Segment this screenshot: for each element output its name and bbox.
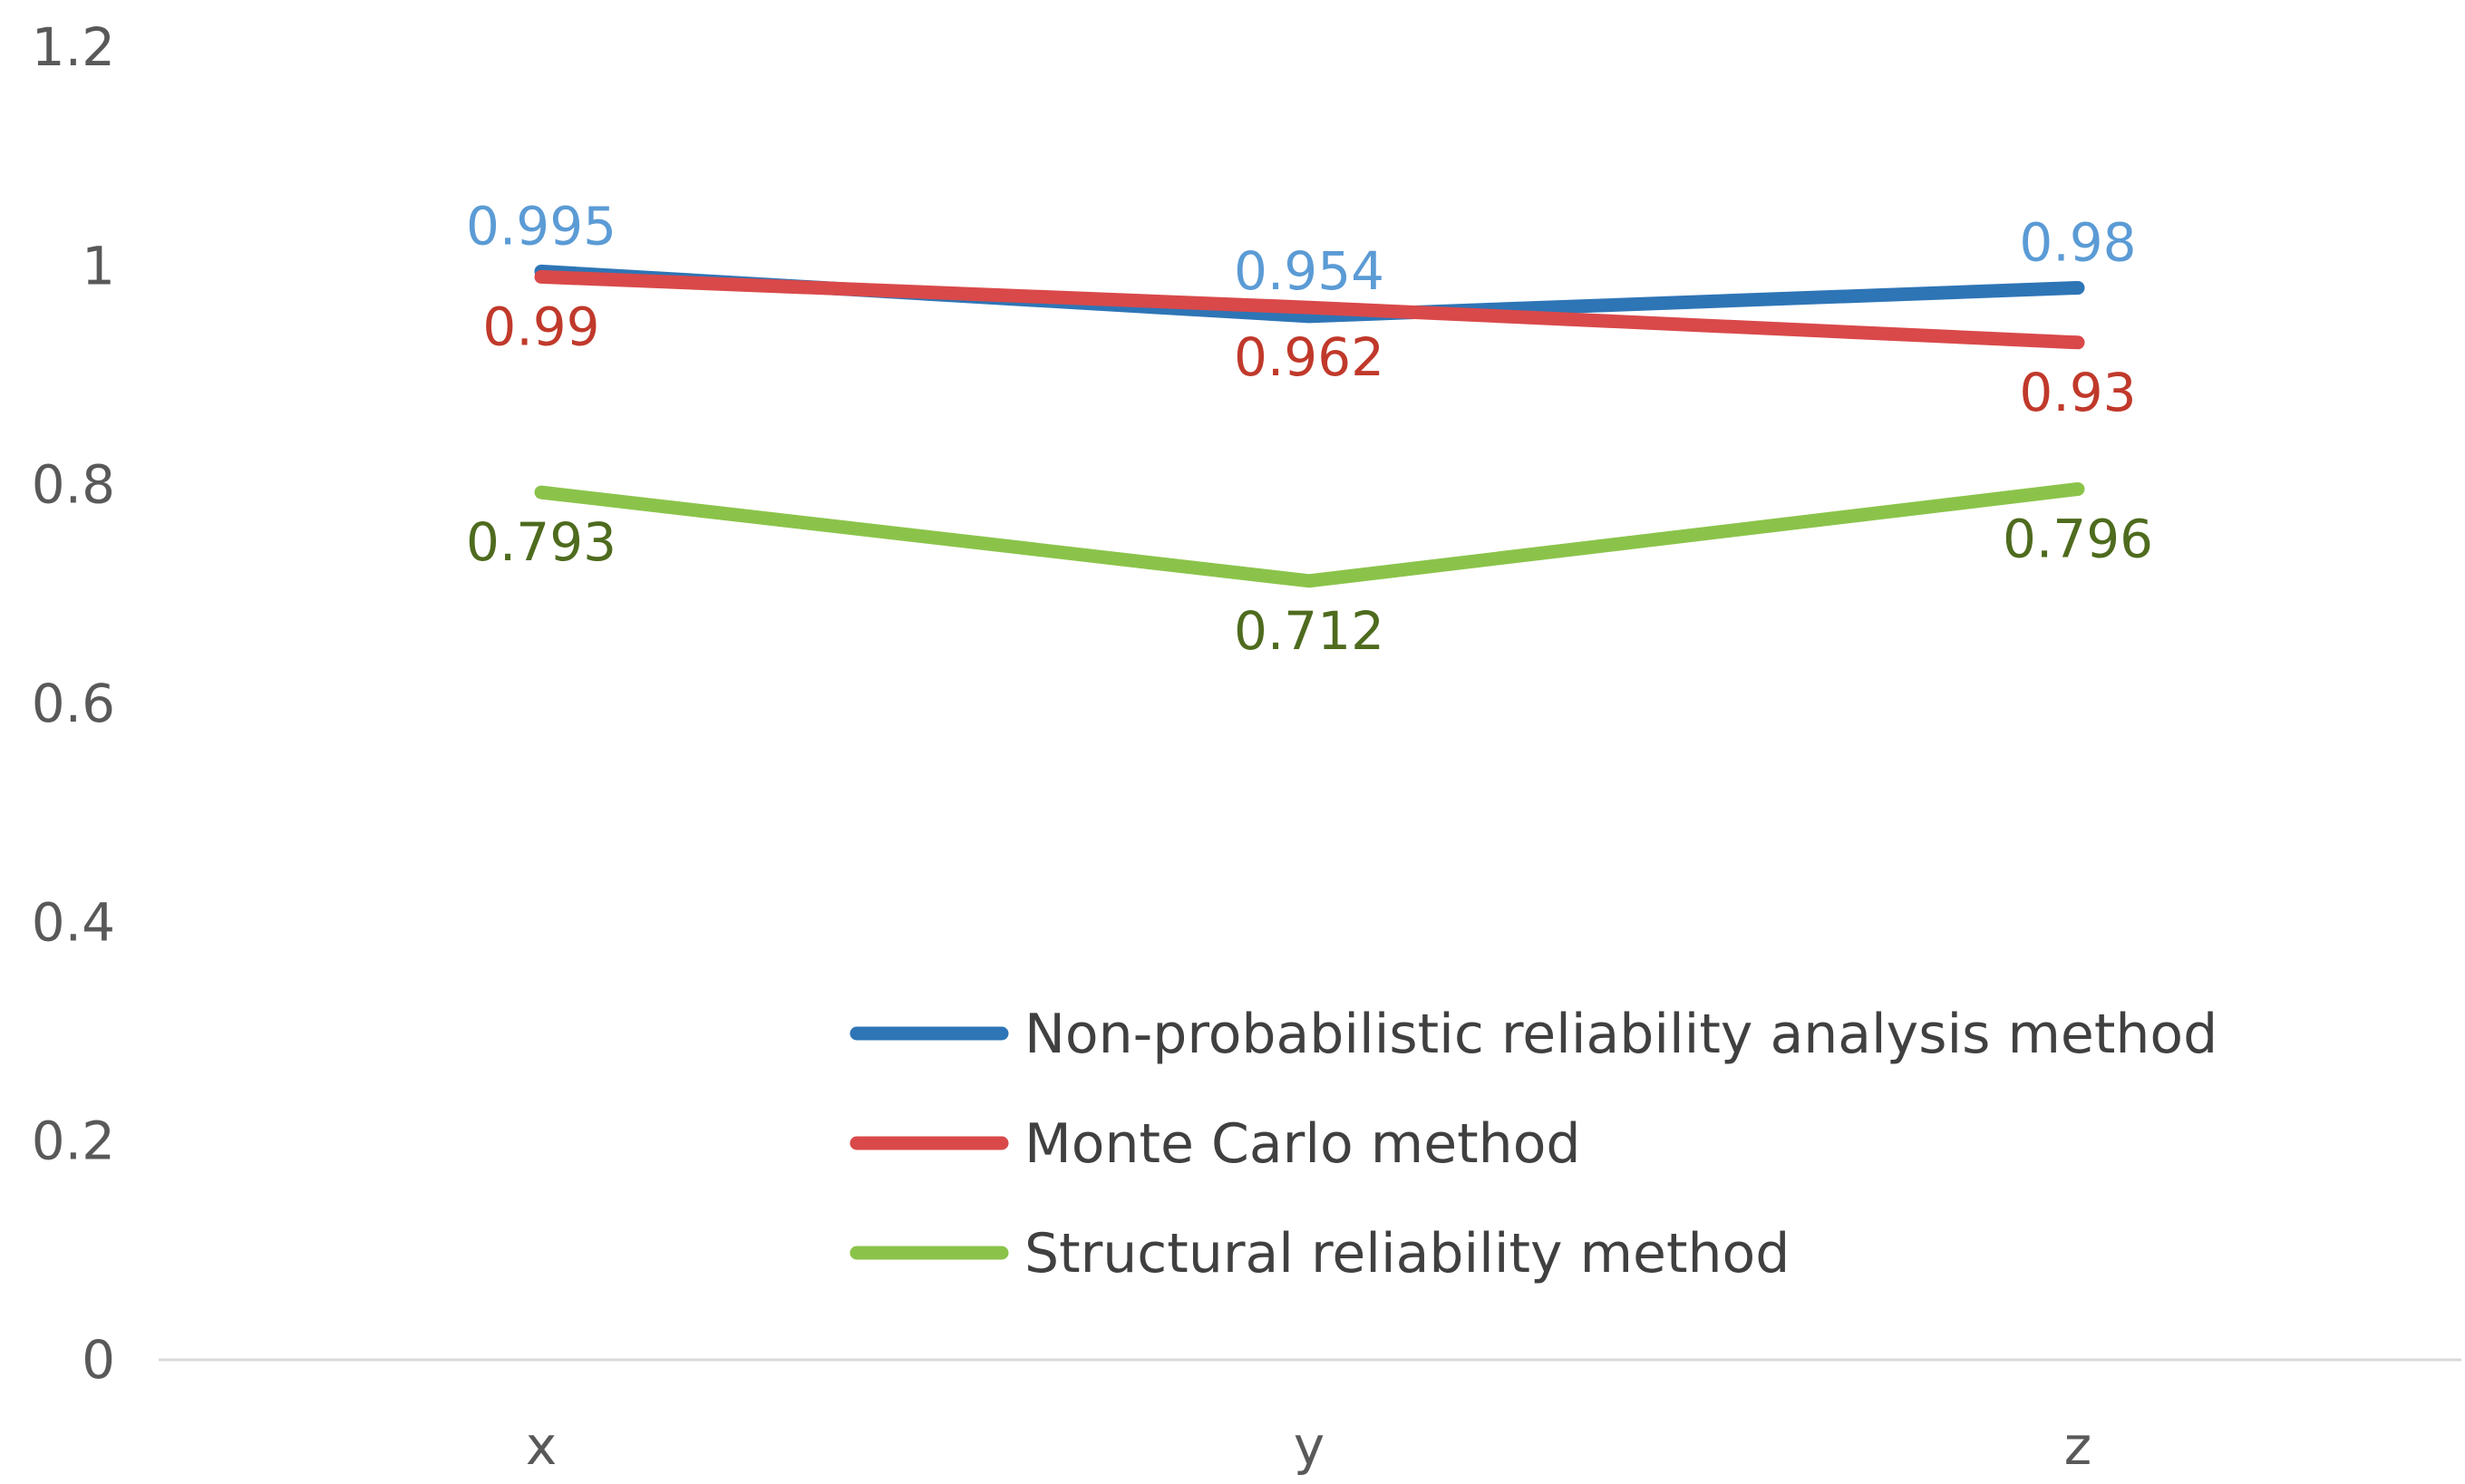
y-tick-label: 0.8 xyxy=(32,454,115,516)
y-tick-label: 1 xyxy=(82,235,115,296)
y-tick-label: 1.2 xyxy=(32,16,115,78)
data-label: 0.99 xyxy=(482,296,599,357)
y-tick-label: 0.2 xyxy=(32,1111,115,1172)
data-label: 0.98 xyxy=(2019,211,2136,273)
x-tick-label: y xyxy=(1294,1415,1325,1477)
y-tick-label: 0.4 xyxy=(32,891,115,953)
data-label: 0.93 xyxy=(2019,362,2136,423)
data-label: 0.796 xyxy=(2003,508,2153,569)
data-labels: 0.995 0.954 0.98 0.99 0.962 0.93 0.793 0.712 0.7… xyxy=(466,195,2153,661)
y-tick-label: 0 xyxy=(82,1329,115,1391)
legend-label: Non-probabilistic reliability analysis m… xyxy=(1024,1003,2218,1066)
data-label: 0.712 xyxy=(1234,600,1384,662)
legend: Non-probabilistic reliability analysis m… xyxy=(849,1003,2218,1285)
legend-label: Monte Carlo method xyxy=(1024,1112,1581,1176)
data-label: 0.995 xyxy=(466,195,616,257)
legend-label: Structural reliability method xyxy=(1024,1222,1790,1285)
x-axis-ticks: x y z xyxy=(526,1415,2091,1477)
series-line xyxy=(534,481,2085,588)
x-tick-label: z xyxy=(2064,1415,2091,1477)
data-label: 0.962 xyxy=(1234,326,1384,388)
y-axis-ticks: 0 0.2 0.4 0.6 0.8 1 1.2 xyxy=(32,16,115,1391)
data-label: 0.793 xyxy=(466,511,616,573)
series-lines xyxy=(534,264,2085,588)
data-label: 0.954 xyxy=(1234,240,1384,302)
x-tick-label: x xyxy=(526,1415,557,1477)
y-tick-label: 0.6 xyxy=(32,673,115,734)
series-line xyxy=(534,269,2085,350)
